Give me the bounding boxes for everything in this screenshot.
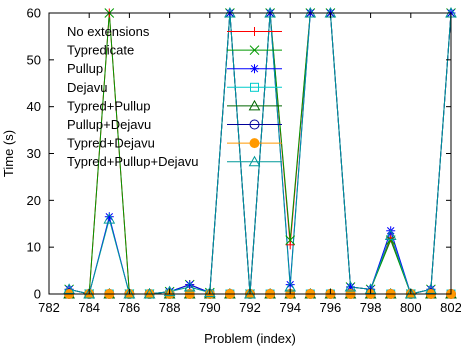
axis-ticks: 782 784 786 788 790 792 794 796 798 800 802 0 10 20 30… <box>27 6 461 316</box>
legend-item: Typred+Dejavu <box>67 136 282 151</box>
x-tick-label: 782 <box>38 300 60 315</box>
legend-marker <box>248 155 261 167</box>
data-point <box>285 240 295 250</box>
y-tick-label: 0 <box>34 287 41 302</box>
legend-marker <box>250 64 259 74</box>
y-tick-label: 60 <box>27 6 41 21</box>
legend: No extensions Typredicate Pullup Dejavu Typr… <box>67 24 282 169</box>
legend-marker <box>249 138 260 149</box>
x-axis-label: Problem (index) <box>204 331 296 346</box>
x-tick-label: 786 <box>119 300 141 315</box>
y-axis-label: Time (s) <box>1 130 16 177</box>
x-tick-label: 798 <box>360 300 382 315</box>
y-tick-label: 30 <box>27 146 41 161</box>
data-point <box>285 235 296 245</box>
data-point <box>203 286 216 298</box>
legend-item: Pullup <box>67 61 282 76</box>
x-tick-label: 802 <box>440 300 461 315</box>
legend-label: Pullup <box>67 61 103 76</box>
x-tick-label: 796 <box>320 300 342 315</box>
x-tick-label: 792 <box>239 300 261 315</box>
legend-marker <box>248 99 261 111</box>
legend-label: Typredicate <box>67 43 134 58</box>
x-tick-label: 794 <box>279 300 301 315</box>
data-point <box>425 283 437 294</box>
legend-item: Pullup+Dejavu <box>67 117 282 132</box>
legend-item: Typred+Pullup+Dejavu <box>67 154 282 169</box>
legend-label: Pullup+Dejavu <box>67 117 151 132</box>
legend-item: Dejavu <box>67 80 282 95</box>
x-tick-label: 790 <box>199 300 221 315</box>
legend-marker <box>250 27 259 36</box>
legend-label: Typred+Pullup <box>67 98 150 113</box>
data-point <box>63 283 75 294</box>
legend-item: Typred+Pullup <box>67 98 282 113</box>
x-tick-label: 800 <box>400 300 422 315</box>
legend-label: No extensions <box>67 24 150 39</box>
legend-marker <box>250 82 259 92</box>
x-tick-label: 788 <box>159 300 181 315</box>
legend-item: Typredicate <box>67 43 282 58</box>
legend-label: Dejavu <box>67 80 107 95</box>
y-tick-label: 10 <box>27 240 41 255</box>
data-point <box>183 280 196 292</box>
y-tick-label: 50 <box>27 52 41 67</box>
legend-item: No extensions <box>67 24 282 39</box>
data-point <box>384 229 397 240</box>
y-tick-label: 40 <box>27 99 41 114</box>
data-point <box>385 235 396 245</box>
legend-marker <box>249 45 260 55</box>
y-tick-label: 20 <box>27 193 41 208</box>
legend-label: Typred+Dejavu <box>67 136 155 151</box>
data-point <box>103 213 116 224</box>
x-tick-label: 784 <box>78 300 100 315</box>
data-point <box>344 280 357 292</box>
data-point <box>163 285 176 297</box>
legend-marker <box>249 119 260 130</box>
legend-label: Typred+Pullup+Dejavu <box>67 154 199 169</box>
